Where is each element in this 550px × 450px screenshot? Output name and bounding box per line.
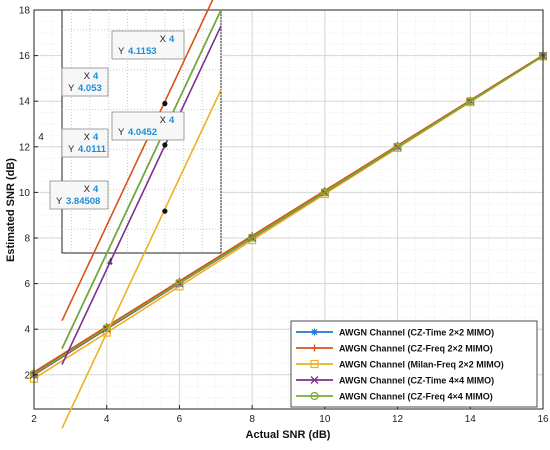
legend-item: AWGN Channel (CZ-Freq 4×4 MIMO) <box>296 392 493 402</box>
x-tick-label: 4 <box>104 414 110 425</box>
y-tick-label: 16 <box>19 51 31 62</box>
inset-y-tick-label: 4 <box>38 132 44 143</box>
y-tick-label: 8 <box>24 234 30 245</box>
data-point <box>310 359 319 369</box>
series-line <box>33 54 544 373</box>
inset-series-line <box>61 25 222 365</box>
datatip-box <box>111 30 185 60</box>
x-tick-label: 2 <box>31 414 37 425</box>
y-tick-label: 18 <box>19 6 31 17</box>
datatip-y-value: 4.1153 <box>128 46 157 57</box>
datatip-box <box>111 111 185 141</box>
series-line <box>33 55 544 375</box>
y-tick-label: 4 <box>24 325 30 336</box>
data-point <box>248 233 257 242</box>
y-tick-label: 14 <box>19 97 31 108</box>
legend-label: AWGN Channel (CZ-Time 4×4 MIMO) <box>339 376 494 386</box>
x-tick-label: 12 <box>392 414 404 425</box>
datatip: X 4 Y 4.1153 <box>111 30 185 107</box>
y-tick-label: 12 <box>19 142 31 153</box>
datatip-x-label: X <box>84 132 91 143</box>
legend-label: AWGN Channel (CZ-Freq 4×4 MIMO) <box>339 392 493 402</box>
datatip-x-label: X <box>160 115 167 126</box>
datatip: X 4Y 4.053 <box>61 67 168 131</box>
datatip-box <box>61 128 109 158</box>
inset-series-line <box>61 89 222 429</box>
datatip-y-value: 4.0452 <box>128 127 157 138</box>
datatip-x-value: 4 <box>93 71 99 82</box>
series-line <box>33 55 544 380</box>
legend: AWGN Channel (CZ-Time 2×2 MIMO) AWGN Chan… <box>290 320 538 408</box>
datatip-point <box>162 142 168 148</box>
datatip-y-value: 4.0111 <box>78 144 107 155</box>
datatip-x-label: X <box>84 184 91 195</box>
legend-item: AWGN Channel (Milan-Freq 2×2 MIMO) <box>296 360 504 370</box>
inset-grid <box>62 10 222 253</box>
data-point <box>175 278 184 288</box>
x-axis-label: Actual SNR (dB) <box>246 429 331 441</box>
datatip: X 4 Y 3.84508 <box>49 180 168 214</box>
x-tick-label: 8 <box>249 414 255 425</box>
datatip-x-value: 4 <box>169 115 175 126</box>
datatip-y-label: Y <box>56 196 63 207</box>
datatip-x-label: X <box>84 71 91 82</box>
y-axis-label: Estimated SNR (dB) <box>5 158 17 262</box>
inset-series-line <box>61 9 222 349</box>
data-point <box>310 376 319 384</box>
datatip-point <box>162 100 168 107</box>
inset-x-tick-label: 4 <box>107 257 113 268</box>
x-tick-label: 14 <box>465 414 477 425</box>
datatip-y-label: Y <box>68 83 75 94</box>
legend-label: AWGN Channel (CZ-Freq 2×2 MIMO) <box>339 344 493 354</box>
datatip-box <box>49 180 109 210</box>
datatip-y-value: 3.84508 <box>66 196 100 207</box>
inset-series-line <box>61 0 214 322</box>
datatip-x-value: 4 <box>93 184 99 195</box>
datatip: X 4Y 4.0111 <box>61 128 168 158</box>
data-point <box>393 142 402 151</box>
data-point <box>311 344 318 352</box>
main-plot-frame <box>33 9 544 410</box>
data-point <box>466 97 475 106</box>
data-point <box>311 328 318 336</box>
inset-lines <box>61 0 222 429</box>
datatip-x-value: 4 <box>169 34 175 45</box>
legend-item: AWGN Channel (CZ-Time 2×2 MIMO) <box>296 328 494 338</box>
datatip-y-label: Y <box>118 46 125 57</box>
x-tick-label: 10 <box>319 414 331 425</box>
legend-label: AWGN Channel (Milan-Freq 2×2 MIMO) <box>339 360 504 370</box>
y-tick-label: 6 <box>24 279 30 290</box>
legend-item: AWGN Channel (CZ-Time 4×4 MIMO) <box>296 376 494 386</box>
y-tick-label: 2 <box>24 370 30 381</box>
datatip-y-label: Y <box>118 127 125 138</box>
y-tick-label: 10 <box>19 188 31 199</box>
data-point <box>310 391 319 401</box>
legend-item: AWGN Channel (CZ-Freq 2×2 MIMO) <box>296 344 493 354</box>
datatip-y-label: Y <box>68 144 75 155</box>
main-series <box>29 51 548 383</box>
data-point <box>320 188 329 197</box>
datatip-x-value: 4 <box>93 132 99 143</box>
datatip-point <box>162 208 168 214</box>
datatip-y-value: 4.053 <box>78 83 102 94</box>
legend-label: AWGN Channel (CZ-Time 2×2 MIMO) <box>339 328 494 338</box>
datatip: X 4 Y 4.0452 <box>111 111 185 141</box>
main-ticks: 2 4 6 8 10 12 14 16 2 4 6 8 10 12 14 16 18 <box>19 6 549 426</box>
datatip-box <box>61 67 109 97</box>
datatip-x-label: X <box>160 34 167 45</box>
x-tick-label: 16 <box>537 414 549 425</box>
x-tick-label: 6 <box>177 414 183 425</box>
